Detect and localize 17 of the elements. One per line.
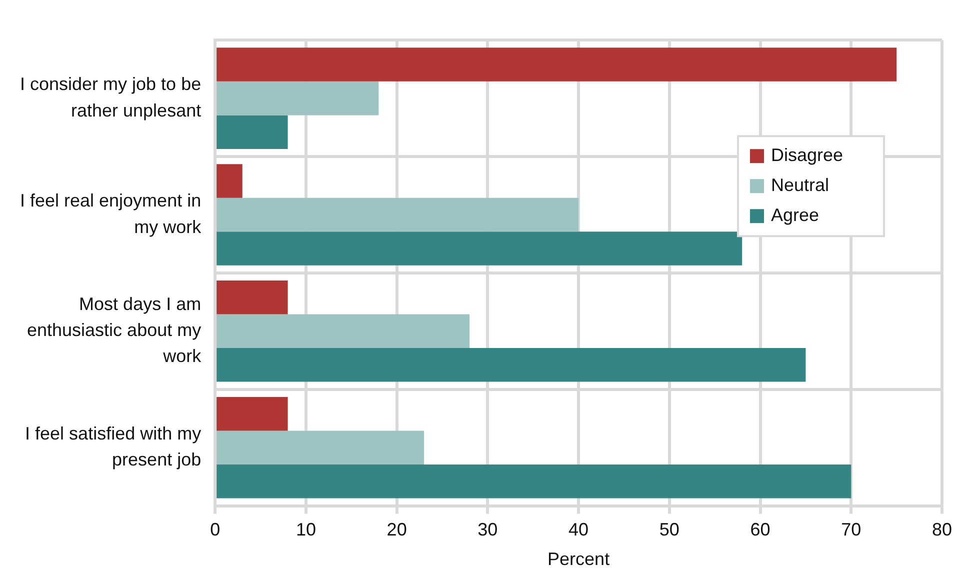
legend-label: Disagree	[771, 145, 844, 166]
x-tick-label: 30	[478, 520, 498, 540]
x-tick-label: 20	[386, 520, 407, 540]
x-tick-label: 50	[659, 520, 680, 540]
x-tick-label: 60	[750, 520, 770, 540]
x-tick-label: 0	[210, 520, 220, 540]
x-tick-label: 80	[932, 520, 952, 540]
x-tick-label: 40	[568, 520, 589, 540]
legend-label: Agree	[771, 205, 820, 226]
x-tick-label: 70	[841, 520, 862, 540]
y-tick-label: I feel satisfied with my present job	[25, 424, 202, 470]
x-axis-title: Percent	[548, 549, 610, 570]
legend-label: Neutral	[771, 175, 830, 196]
y-tick-label: I feel real enjoyment in my work	[20, 190, 202, 237]
x-tick-label: 10	[296, 520, 316, 540]
y-tick-label: Most days I am enthusiastic about my work	[27, 294, 202, 366]
y-tick-label: I consider my job to be rather unplesant	[20, 74, 202, 120]
